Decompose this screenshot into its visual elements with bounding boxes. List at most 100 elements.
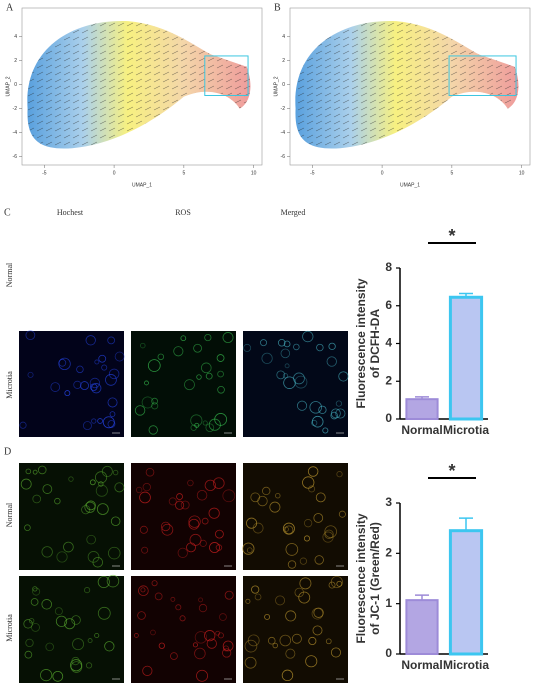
cell bbox=[56, 551, 68, 563]
y-tick-label: 2 bbox=[385, 373, 392, 387]
cell bbox=[25, 330, 36, 341]
cell bbox=[275, 595, 286, 606]
error-bar bbox=[459, 517, 473, 531]
cell bbox=[196, 669, 209, 682]
cell bbox=[160, 521, 171, 532]
cell bbox=[193, 343, 202, 353]
cell bbox=[305, 655, 318, 668]
cell bbox=[190, 414, 203, 427]
cell bbox=[170, 652, 178, 660]
cell bbox=[86, 534, 96, 545]
significance-label: * bbox=[448, 461, 455, 481]
cell bbox=[313, 607, 324, 618]
cell bbox=[32, 587, 41, 596]
cell bbox=[285, 610, 297, 622]
cell bbox=[215, 630, 221, 636]
cell bbox=[54, 607, 63, 616]
x-tick-label: -5 bbox=[42, 170, 47, 176]
x-tick-label: Normal bbox=[401, 423, 442, 437]
cell bbox=[222, 332, 234, 343]
y-tick-label: 0 bbox=[385, 646, 392, 660]
cell bbox=[151, 402, 159, 410]
cell bbox=[257, 495, 268, 507]
cell bbox=[52, 670, 64, 682]
cell bbox=[71, 615, 81, 625]
cell bbox=[293, 343, 300, 351]
cell bbox=[31, 622, 40, 632]
cell bbox=[294, 587, 304, 598]
cell bbox=[313, 513, 324, 523]
cell bbox=[140, 587, 146, 593]
cell bbox=[244, 656, 257, 669]
cell bbox=[135, 486, 143, 494]
y-tick-label: 0 bbox=[385, 411, 392, 425]
cell bbox=[200, 362, 212, 374]
cell bbox=[189, 533, 202, 546]
cell bbox=[194, 422, 200, 428]
cell bbox=[28, 618, 35, 624]
cell bbox=[303, 519, 313, 528]
cell bbox=[328, 342, 336, 350]
cell bbox=[107, 397, 118, 408]
cell bbox=[206, 638, 217, 649]
cell bbox=[196, 490, 208, 501]
cell bbox=[72, 638, 85, 651]
cell bbox=[150, 629, 156, 636]
x-tick-label: 5 bbox=[450, 170, 453, 176]
y-tick-label: 4 bbox=[14, 34, 17, 40]
cell bbox=[175, 604, 182, 611]
cell bbox=[180, 335, 187, 342]
x-axis-title: UMAP_1 bbox=[132, 182, 152, 188]
y-axis-title: of DCFH-DA bbox=[368, 309, 382, 379]
cell bbox=[107, 336, 116, 345]
cell bbox=[307, 466, 319, 477]
cell bbox=[89, 377, 101, 389]
cell bbox=[173, 346, 184, 357]
cell bbox=[314, 555, 324, 565]
cell bbox=[302, 476, 315, 489]
cell bbox=[41, 599, 52, 610]
cell bbox=[272, 642, 278, 649]
cell bbox=[91, 418, 97, 424]
cell bbox=[63, 541, 74, 553]
cell bbox=[336, 580, 343, 587]
cell bbox=[112, 469, 119, 476]
cell bbox=[252, 522, 264, 534]
cell bbox=[104, 641, 115, 652]
row-label: Microtia bbox=[5, 371, 14, 399]
cell bbox=[247, 634, 260, 647]
cell bbox=[91, 383, 102, 394]
cell bbox=[309, 401, 322, 414]
micrograph bbox=[243, 463, 348, 570]
cell bbox=[222, 489, 236, 503]
row-label: Microtia bbox=[5, 614, 14, 642]
cell bbox=[282, 522, 295, 535]
cell bbox=[42, 484, 53, 494]
cell bbox=[217, 385, 225, 394]
cell bbox=[264, 613, 271, 620]
y-tick-label: 1 bbox=[385, 596, 392, 610]
cell bbox=[330, 647, 341, 658]
cell bbox=[326, 356, 337, 367]
cell bbox=[213, 477, 225, 489]
cell bbox=[25, 638, 34, 648]
cell bbox=[192, 642, 198, 648]
cell bbox=[85, 335, 96, 346]
cell bbox=[114, 351, 125, 362]
cell bbox=[158, 642, 165, 649]
cell bbox=[96, 503, 109, 515]
cell bbox=[145, 467, 155, 477]
y-tick-label: -4 bbox=[281, 130, 286, 136]
y-axis-title: of JC-1 (Green/Red) bbox=[368, 522, 382, 635]
cell bbox=[293, 372, 305, 385]
panel-label: A bbox=[6, 2, 14, 13]
cell bbox=[97, 606, 111, 620]
cell bbox=[219, 613, 227, 621]
micrograph bbox=[19, 576, 124, 683]
cell bbox=[27, 371, 34, 378]
cell bbox=[222, 640, 234, 652]
cell bbox=[176, 493, 183, 501]
cell bbox=[335, 400, 342, 407]
cell bbox=[105, 374, 117, 386]
